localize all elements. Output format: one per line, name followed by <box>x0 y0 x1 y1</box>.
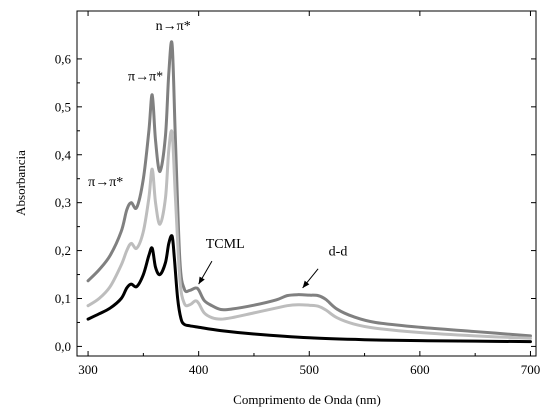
y-tick-label: 0,4 <box>55 147 72 162</box>
x-tick-label: 400 <box>189 362 209 377</box>
y-axis-title: Absorbancia <box>13 150 28 216</box>
annotation-label: TCML <box>206 237 245 252</box>
axis-layer: 300 400 500 600 700 0,0 0,1 0,2 0,3 0,4 0,5 0,6 <box>55 11 540 377</box>
annotation-label: π→π* <box>88 175 123 190</box>
y-tick-label: 0,2 <box>55 243 71 258</box>
x-tick-label: 300 <box>78 362 98 377</box>
x-tick-label: 700 <box>521 362 541 377</box>
series-layer <box>86 40 532 344</box>
annotation-arrowhead <box>302 280 310 288</box>
annotation-layer: n→π* π→π* π→π* TCML d-d <box>88 19 348 289</box>
series-line-3 <box>86 234 532 344</box>
x-axis-title: Comprimento de Onda (nm) <box>233 392 381 407</box>
y-tick-label: 0,1 <box>55 291 71 306</box>
annotation-arrowhead <box>198 276 205 285</box>
y-tick-label: 0,3 <box>55 195 71 210</box>
y-tick-label: 0,6 <box>55 51 72 66</box>
plot-frame <box>76 10 537 357</box>
x-tick-label: 600 <box>410 362 430 377</box>
annotation-label: n→π* <box>156 19 191 34</box>
x-tick-label: 500 <box>300 362 320 377</box>
annotation-label: π→π* <box>128 69 163 84</box>
y-tick-label: 0,0 <box>55 339 71 354</box>
plot-border <box>76 10 537 357</box>
y-tick-label: 0,5 <box>55 99 71 114</box>
series-line-1 <box>86 40 532 338</box>
series-line-2 <box>86 129 532 340</box>
annotation-label: d-d <box>329 244 348 259</box>
